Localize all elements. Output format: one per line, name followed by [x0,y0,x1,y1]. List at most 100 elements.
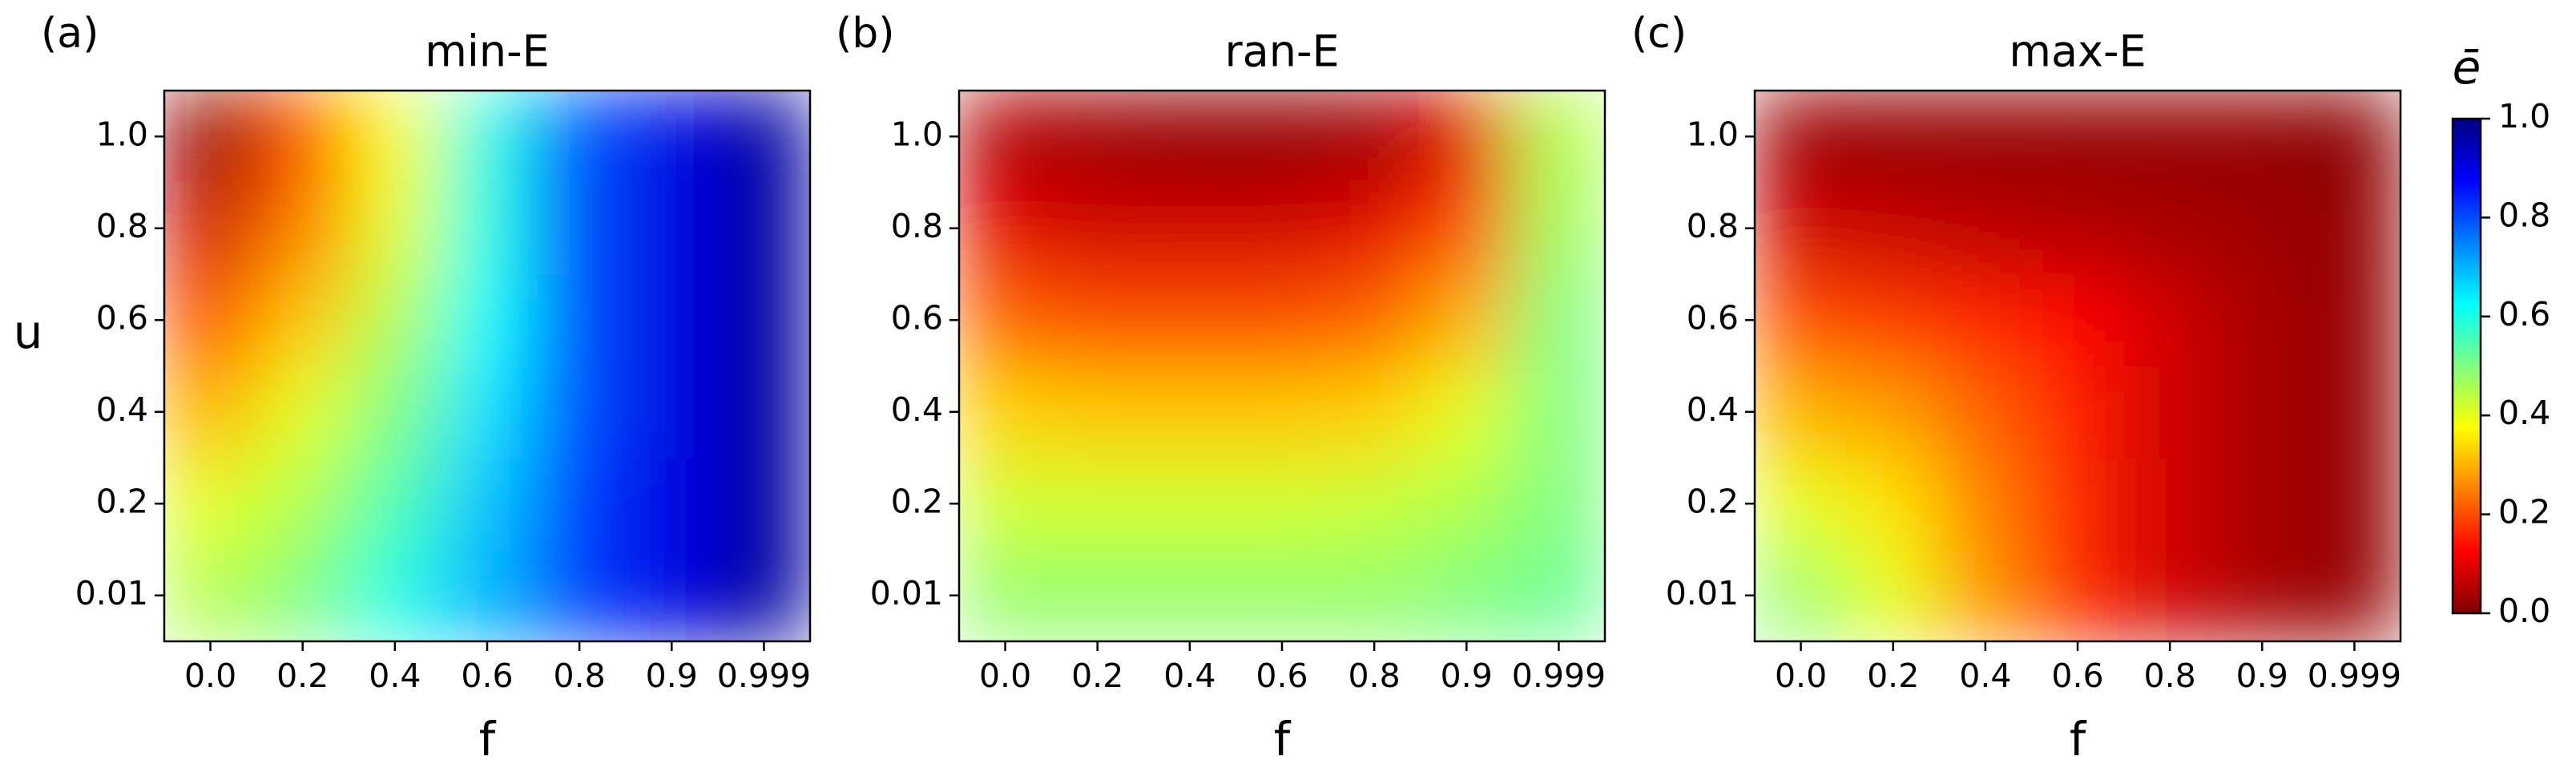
x-tick-label: 0.9 [646,657,698,695]
heat-cell [440,91,534,184]
heat-cell [1511,181,1605,275]
heat-cell [348,91,442,184]
y-tick-label: 0.6 [1687,298,1739,337]
heat-cell [1327,181,1421,275]
y-tick-label: 0.2 [1687,482,1739,520]
colorbar-label: ē [2453,40,2481,95]
heat-cell [2307,273,2401,367]
x-tick-label: 0.2 [1867,657,1919,695]
heat-cell [2122,91,2217,184]
heat-cell [2307,181,2401,275]
y-tick-label: 0.6 [891,298,943,337]
colorbar-tick-label: 0.4 [2498,394,2550,432]
y-tick-label: 0.4 [1687,390,1739,429]
heat-cell [348,181,442,275]
heat-cell [716,548,810,641]
heat-cell [256,457,350,551]
colorbar-tick-label: 0.2 [2498,493,2550,531]
heat-cell [1327,273,1421,367]
heat-cell [2030,457,2125,551]
heat-cell [716,181,810,275]
x-tick-label: 0.0 [1775,657,1827,695]
colorbar [2451,117,2482,615]
heat-cell [1511,273,1605,367]
heat-cell [1846,457,1941,551]
x-tick-label: 0.8 [554,657,606,695]
heat-cell [1846,91,1941,184]
heat-cell [348,457,442,551]
heat-cell [2215,365,2309,459]
heat-cell [1327,365,1421,459]
heat-cell [256,273,350,367]
heat-cell [440,548,534,641]
heat-cell [1050,548,1145,641]
heat-cell [164,457,258,551]
heat-cell [1511,457,1605,551]
heat-cell [1050,365,1145,459]
heat-cell [256,91,350,184]
heat-cell [959,91,1053,184]
heat-cell [1755,365,1848,459]
y-tick-label: 0.2 [891,482,943,520]
heat-cell [1755,273,1848,367]
heat-cell [440,181,534,275]
heat-cell [1938,273,2033,367]
heat-cell [2030,91,2125,184]
x-tick-label: 0.8 [2144,657,2196,695]
colorbar-tick-label: 1.0 [2498,97,2550,135]
heat-cell [624,457,719,551]
x-axis-label: f [2070,712,2087,766]
panel-title: min-E [425,26,549,77]
x-tick-label: 0.999 [1512,657,1606,695]
heat-cell [2215,457,2309,551]
panel-title: ran-E [1224,26,1339,77]
y-tick-label: 0.01 [1666,574,1739,612]
y-tick-label: 0.8 [1687,207,1739,245]
heat-cell [2215,91,2309,184]
heat-cell [624,548,719,641]
heat-cell [2122,548,2217,641]
heat-cell [2307,548,2401,641]
colorbar-tick-label: 0.0 [2498,592,2550,630]
heat-cell [1511,365,1605,459]
x-tick-label: 0.4 [1959,657,2011,695]
heat-cell [2215,273,2309,367]
colorbar-tick-label: 0.6 [2498,295,2550,333]
panel-label: (a) [41,10,99,58]
y-tick-label: 1.0 [1687,115,1739,153]
heat-cell [348,365,442,459]
heat-cell [1050,181,1145,275]
panel-label: (b) [836,10,895,58]
heat-cell [532,273,627,367]
heatmap-area [959,91,1605,641]
x-tick-label: 0.9 [1441,657,1493,695]
heat-cell [716,457,810,551]
heat-cell [1938,365,2033,459]
x-tick-label: 0.6 [2051,657,2103,695]
heat-cell [164,548,258,641]
heat-cell [1143,548,1237,641]
heat-cell [1419,273,1514,367]
x-tick-label: 0.9 [2236,657,2288,695]
heatmap-area [1755,91,2401,641]
heat-cell [2030,181,2125,275]
heat-cell [164,91,258,184]
heat-cell [1419,91,1514,184]
heat-cell [1143,181,1237,275]
heat-cell [2307,457,2401,551]
y-tick-label: 0.8 [891,207,943,245]
heatmap-cells [959,91,1605,641]
heat-cell [716,91,810,184]
heat-cell [1419,181,1514,275]
heat-cell [2215,548,2309,641]
heat-cell [716,365,810,459]
heat-cell [2307,91,2401,184]
heat-cell [532,91,627,184]
panel-label: (c) [1631,10,1687,58]
heat-cell [164,365,258,459]
x-tick-label: 0.0 [184,657,236,695]
heat-cell [959,273,1053,367]
heat-cell [1235,181,1329,275]
heat-cell [1235,273,1329,367]
